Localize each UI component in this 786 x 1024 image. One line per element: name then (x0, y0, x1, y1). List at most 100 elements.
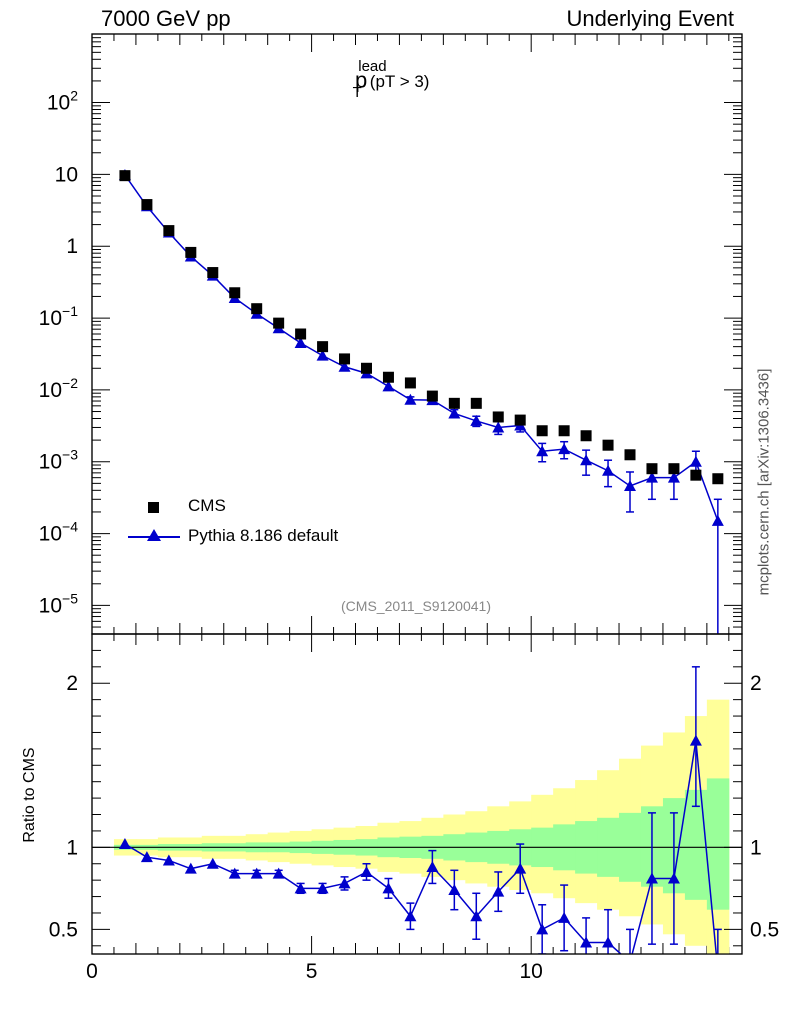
mc-point-triangle (338, 360, 351, 372)
data-point-square (646, 463, 658, 475)
watermark: mcplots.cern.ch [arXiv:1306.3436] (755, 368, 773, 596)
data-point-square (536, 425, 548, 437)
data-point-square (514, 414, 526, 426)
mc-point-triangle (645, 471, 658, 483)
x-tick-label: 0 (86, 960, 98, 983)
ratio-point-triangle (645, 872, 658, 884)
header-right: Underlying Event (566, 6, 734, 31)
mc-point-triangle (470, 414, 483, 426)
ratio-point-triangle (689, 734, 702, 746)
data-point-square (185, 246, 197, 258)
ratio-y-tick-label-left: 0.5 (49, 918, 78, 941)
data-point-square (470, 397, 482, 409)
y-tick-label: 10−4 (39, 519, 79, 546)
mc-point-triangle (689, 455, 702, 467)
ratio-point-triangle (272, 867, 285, 879)
mc-point-triangle (316, 349, 329, 361)
ratio-point-triangle (228, 867, 241, 879)
ratio-point-triangle (250, 867, 263, 879)
data-point-square (690, 469, 702, 481)
data-point-square (207, 267, 219, 279)
data-point-square (624, 449, 636, 461)
mc-point-triangle (667, 471, 680, 483)
data-point-square (229, 287, 241, 299)
data-point-square (295, 328, 307, 340)
y-tick-label: 10−3 (39, 447, 79, 474)
data-point-square (382, 371, 394, 383)
data-point-square (339, 353, 351, 365)
main-plot: 10−5 10−4 10−3 10−2 10−1 1 10 102 (39, 33, 742, 634)
plot-title-cut: (pT > 3) (369, 72, 430, 92)
header-left: 7000 GeV pp (101, 6, 231, 31)
data-point-square (141, 199, 153, 211)
ratio-point-triangle (360, 865, 373, 877)
ratio-point-triangle (382, 882, 395, 894)
data-point-square (712, 473, 724, 485)
mc-point-triangle (602, 464, 615, 476)
data-point-square (273, 317, 285, 329)
ratio-point-triangle (667, 872, 680, 884)
data-point-square (580, 430, 592, 442)
y-tick-label: 10−2 (39, 375, 79, 402)
ratio-point-triangle (404, 910, 417, 922)
ratio-point-triangle (558, 911, 571, 923)
x-tick-label: 10 (520, 960, 543, 983)
data-point-square (163, 225, 175, 237)
ratio-point-triangle (470, 910, 483, 922)
plot-title-main: p (355, 67, 368, 93)
ratio-axis-label: Ratio to CMS (21, 747, 38, 843)
y-tick-label: 1 (66, 235, 78, 258)
data-point-square (426, 390, 438, 402)
ratio-point-triangle (206, 857, 219, 869)
ratio-point-triangle (140, 851, 153, 863)
ratio-series-group (118, 666, 722, 967)
y-tick-label: 10 (55, 163, 78, 186)
y-tick-label: 102 (47, 88, 78, 115)
mc-point-triangle (492, 421, 505, 433)
ratio-point-triangle (118, 838, 131, 850)
ratio-point-triangle (184, 862, 197, 874)
ratio-point-triangle (624, 956, 636, 967)
ratio-point-triangle (580, 936, 593, 948)
y-tick-label: 10−5 (39, 590, 79, 617)
mc-point-triangle (448, 407, 461, 419)
legend-marker-triangle (147, 529, 161, 541)
legend-label-pythia: Pythia 8.186 default (188, 526, 339, 545)
ratio-y-tick-label-left: 1 (66, 836, 78, 859)
ratio-point-triangle (514, 862, 527, 874)
ratio-point-triangle (536, 923, 549, 935)
ratio-point-triangle (492, 885, 505, 897)
mc-point-triangle (580, 454, 593, 466)
ratio-y-tick-label-right: 0.5 (750, 918, 779, 941)
ratio-plot-border (91, 633, 743, 955)
ratio-point-triangle (338, 877, 351, 889)
ratio-band-inner (706, 778, 730, 910)
ratio-y-tick-label-right: 1 (750, 836, 762, 859)
legend-label-cms: CMS (188, 496, 226, 515)
data-point-square (558, 425, 570, 437)
plot-title-sup: lead (358, 58, 387, 75)
ratio-band-inner (684, 789, 708, 900)
data-point-square (251, 303, 263, 315)
mc-point-triangle (536, 445, 549, 457)
data-point-square (602, 439, 614, 451)
x-tick-label: 5 (306, 960, 318, 983)
analysis-tag: (CMS_2011_S9120041) (341, 598, 491, 614)
mc-point-triangle (558, 443, 571, 455)
ratio-point-triangle (316, 882, 329, 894)
mc-point-triangle (711, 514, 724, 526)
data-point-square (404, 377, 416, 389)
data-point-square (448, 397, 460, 409)
ratio-y-tick-label-right: 2 (750, 672, 762, 695)
data-point-square (668, 463, 680, 475)
ratio-point-triangle (294, 882, 307, 894)
mc-point-triangle (382, 380, 395, 392)
ratio-series-line (124, 740, 718, 954)
legend-marker-square (148, 502, 159, 513)
ratio-point-triangle (426, 861, 439, 873)
data-point-square (492, 411, 504, 423)
data-point-square (317, 341, 329, 353)
mc-point-triangle (404, 393, 417, 405)
mc-point-triangle (294, 336, 307, 348)
